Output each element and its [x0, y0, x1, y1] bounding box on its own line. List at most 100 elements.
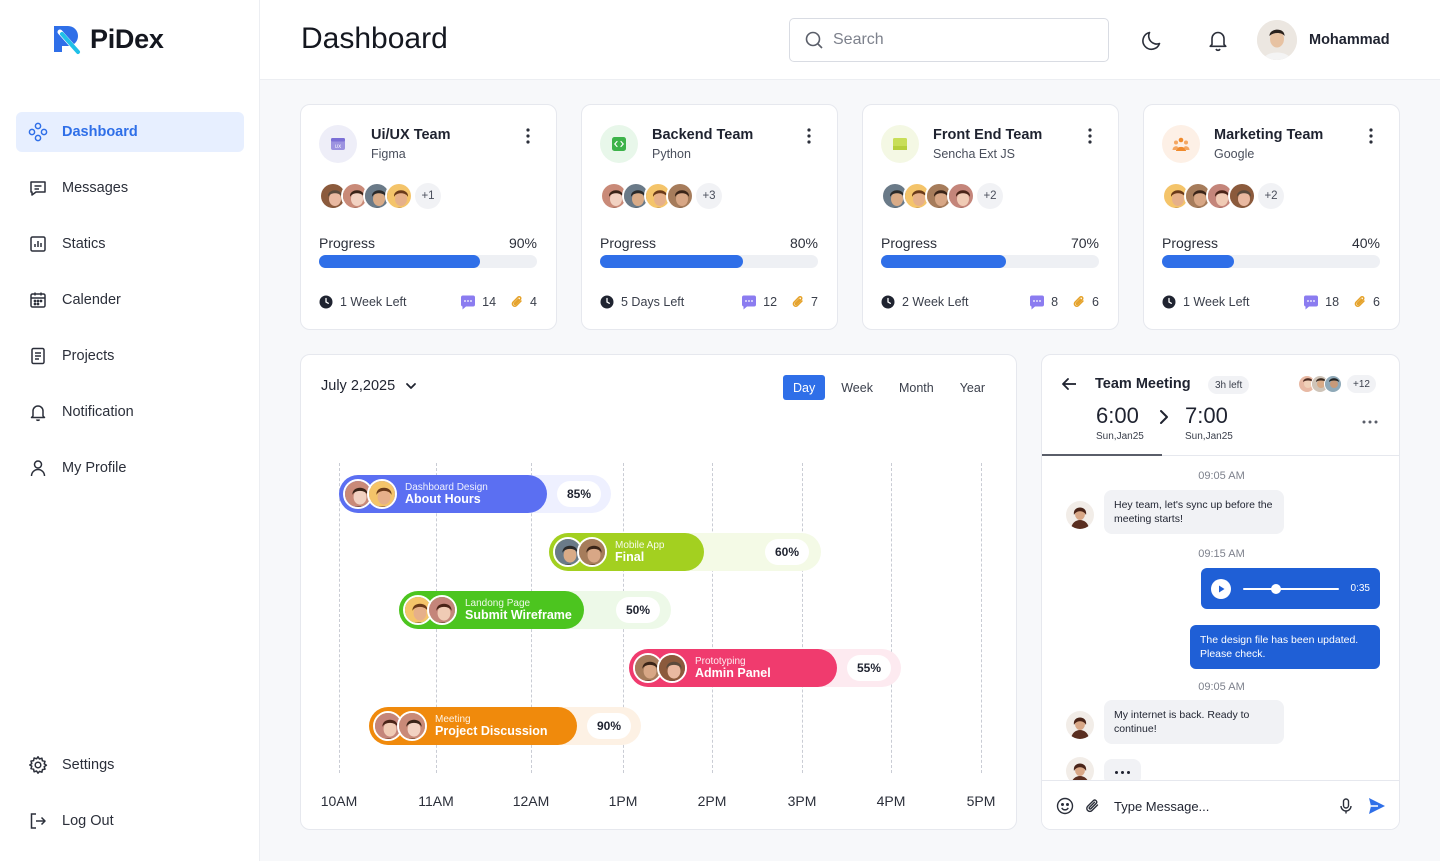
- paperclip-icon: [1073, 296, 1084, 307]
- team-tool: Sencha Ext JS: [933, 147, 1015, 161]
- task-bar-about-hours[interactable]: Dashboard Design About Hours: [339, 475, 547, 513]
- view-switcher: Day Week Month Year: [783, 375, 995, 400]
- message-input[interactable]: [1114, 798, 1314, 814]
- play-icon[interactable]: [1211, 578, 1231, 599]
- team-icon: [881, 125, 919, 163]
- more-vertical-icon[interactable]: [801, 127, 817, 145]
- sidebar-item-messages[interactable]: Messages: [16, 168, 244, 208]
- page-title: Dashboard: [301, 22, 448, 55]
- meeting-end: 7:00 Sun,Jan25: [1185, 403, 1233, 442]
- paperclip-icon[interactable]: [1084, 797, 1102, 815]
- progress-bar: [319, 255, 537, 268]
- team-members[interactable]: +1: [319, 182, 441, 210]
- chevron-right-icon: [1160, 410, 1168, 424]
- tab-day[interactable]: Day: [783, 375, 826, 400]
- tab-month[interactable]: Month: [898, 380, 934, 395]
- comment-count: 14: [482, 295, 497, 309]
- task-percent: 85%: [557, 481, 602, 507]
- more-vertical-icon[interactable]: [1082, 127, 1098, 145]
- team-name: Ui/UX Team: [371, 127, 451, 143]
- paperclip-icon: [1354, 296, 1365, 307]
- more-vertical-icon[interactable]: [1363, 127, 1379, 145]
- time-left: 2 Week Left: [902, 295, 969, 309]
- sidebar-item-statics[interactable]: Statics: [16, 224, 244, 264]
- end-date: Sun,Jan25: [1185, 431, 1233, 442]
- avatar: [925, 182, 953, 210]
- team-card-marketing-team[interactable]: Marketing Team Google +2 Progress 40% 1 Week …: [1143, 104, 1400, 330]
- sidebar-item-projects[interactable]: Projects: [16, 336, 244, 376]
- team-members[interactable]: +3: [600, 182, 722, 210]
- team-card-ui-ux-team[interactable]: UX Ui/UX Team Figma +1 Progress 90% 1 Week Lef…: [300, 104, 557, 330]
- progress-label: Progress: [600, 235, 657, 251]
- hour-gridline: [891, 463, 892, 773]
- search-box[interactable]: [789, 18, 1109, 62]
- team-members[interactable]: +2: [1162, 182, 1284, 210]
- emoji-icon[interactable]: [1056, 797, 1074, 815]
- task-bar-project-discussion[interactable]: Meeting Project Discussion: [369, 707, 577, 745]
- voice-message[interactable]: 0:35: [1201, 568, 1380, 609]
- progress-fill: [1162, 255, 1234, 268]
- comment-count: 18: [1325, 295, 1340, 309]
- clock-icon: [600, 295, 614, 309]
- task-bar-submit-wireframe[interactable]: Landong Page Submit Wireframe: [399, 591, 584, 629]
- hour-label: 2PM: [697, 793, 727, 809]
- task-category: Meeting: [435, 713, 471, 725]
- task-bar-final[interactable]: Mobile App Final: [549, 533, 704, 571]
- extra-members-count: +1: [415, 183, 441, 209]
- task-title: Final: [615, 549, 645, 564]
- audio-progress-knob[interactable]: [1271, 583, 1282, 594]
- sidebar-item-calender[interactable]: Calender: [16, 280, 244, 320]
- dashboard-icon: [28, 122, 48, 142]
- avatar: [1324, 375, 1342, 393]
- logo[interactable]: PiDex: [48, 22, 164, 56]
- tab-week[interactable]: Week: [841, 380, 873, 395]
- sidebar-item-label: Calender: [62, 292, 121, 308]
- task-bar-admin-panel[interactable]: Prototyping Admin Panel: [629, 649, 837, 687]
- clock-icon: [319, 295, 333, 309]
- task-title: Submit Wireframe: [465, 607, 572, 622]
- sidebar-item-log-out[interactable]: Log Out: [16, 801, 244, 841]
- comment-count: 8: [1051, 295, 1059, 309]
- timeline-date: July 2,2025: [321, 378, 396, 394]
- team-tool: Figma: [371, 147, 406, 161]
- search-input[interactable]: [833, 31, 1083, 49]
- extra-members-count: +2: [1258, 183, 1284, 209]
- task-percent: 55%: [847, 655, 892, 681]
- avatar: [947, 182, 975, 210]
- sidebar-item-notification[interactable]: Notification: [16, 392, 244, 432]
- microphone-icon[interactable]: [1337, 797, 1355, 815]
- team-card-front-end-team[interactable]: Front End Team Sencha Ext JS +2 Progress 70%…: [862, 104, 1119, 330]
- hour-label: 4PM: [876, 793, 906, 809]
- clock-icon: [881, 295, 895, 309]
- avatar: [1257, 20, 1297, 60]
- send-icon[interactable]: [1367, 796, 1387, 816]
- sidebar-item-settings[interactable]: Settings: [16, 745, 244, 785]
- date-picker[interactable]: July 2,2025: [321, 378, 417, 394]
- sidebar-item-my-profile[interactable]: My Profile: [16, 448, 244, 488]
- moon-icon[interactable]: [1140, 27, 1166, 53]
- team-card-backend-team[interactable]: Backend Team Python +3 Progress 80% 5 Days Le…: [581, 104, 838, 330]
- more-horizontal-icon[interactable]: [1361, 417, 1379, 427]
- chat-panel: Team Meeting 3h left +12 6:00 Sun,Jan25 …: [1041, 354, 1400, 830]
- more-vertical-icon[interactable]: [520, 127, 536, 145]
- hour-label: 11AM: [418, 793, 454, 809]
- team-tool: Python: [652, 147, 691, 161]
- progress-label: Progress: [1162, 235, 1219, 251]
- avatar: [666, 182, 694, 210]
- time-left: 1 Week Left: [1183, 295, 1250, 309]
- sidebar-item-dashboard[interactable]: Dashboard: [16, 112, 244, 152]
- team-members[interactable]: +2: [881, 182, 1003, 210]
- audio-progress[interactable]: [1243, 583, 1339, 594]
- avatar: [1066, 501, 1094, 529]
- chat-members[interactable]: +12: [1298, 375, 1376, 393]
- progress-value: 80%: [789, 235, 818, 251]
- tab-year[interactable]: Year: [959, 380, 985, 395]
- task-title: Admin Panel: [695, 665, 771, 680]
- arrow-left-icon[interactable]: [1060, 375, 1078, 393]
- hour-label: 12AM: [512, 793, 550, 809]
- start-time: 6:00: [1096, 403, 1139, 428]
- clock-icon: [1162, 295, 1176, 309]
- bell-icon[interactable]: [1205, 27, 1231, 53]
- extra-members-count: +12: [1347, 375, 1376, 393]
- user-menu[interactable]: Mohammad: [1257, 20, 1390, 60]
